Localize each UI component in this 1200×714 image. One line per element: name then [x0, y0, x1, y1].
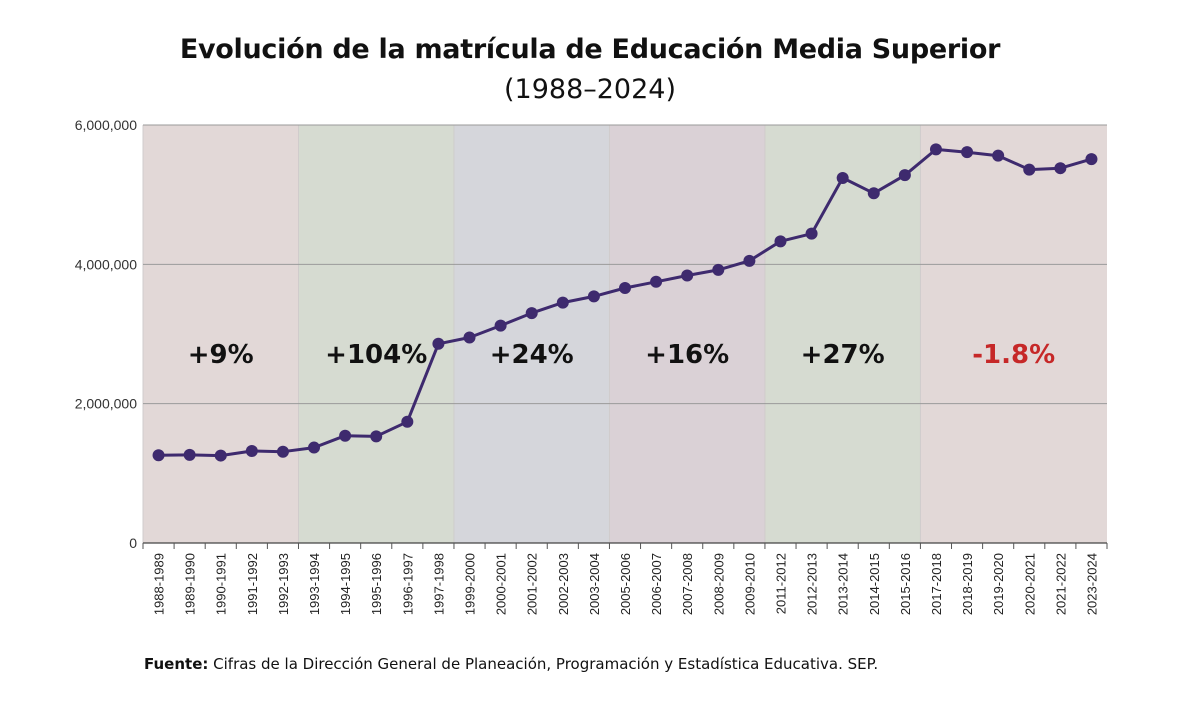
- data-point: [619, 282, 631, 295]
- data-point: [805, 227, 818, 240]
- x-tick-label: 2020-2021: [1022, 553, 1037, 615]
- data-point: [339, 429, 352, 442]
- x-tick-label: 2015-2016: [898, 553, 913, 615]
- x-tick-label: 1990-1991: [214, 553, 229, 615]
- period-band-6: [920, 125, 1107, 543]
- data-point: [587, 290, 600, 303]
- data-point: [774, 235, 787, 248]
- y-tick-label: 6,000,000: [75, 117, 137, 133]
- period-change-label: +27%: [801, 340, 885, 370]
- period-change-label: +104%: [325, 340, 427, 370]
- x-tick-label: 1991-1992: [245, 553, 260, 615]
- period-band-2: [298, 125, 454, 543]
- x-tick-label: 2013-2014: [836, 553, 851, 615]
- source-label: Fuente:: [144, 655, 209, 673]
- x-tick-label: 2008-2009: [711, 553, 726, 615]
- data-point: [929, 143, 942, 156]
- period-change-label: +16%: [645, 340, 729, 370]
- x-tick-label: 2002-2003: [556, 553, 571, 615]
- data-point: [650, 275, 663, 288]
- x-tick-label: 2012-2013: [805, 553, 820, 615]
- y-tick-label: 4,000,000: [75, 256, 137, 272]
- x-tick-label: 2005-2006: [618, 553, 633, 615]
- data-point: [401, 415, 414, 428]
- data-point: [898, 169, 911, 182]
- x-tick-label: 2017-2018: [929, 553, 944, 615]
- data-point: [1085, 153, 1098, 166]
- x-tick-label: 1988-1989: [152, 553, 167, 615]
- x-tick-label: 2018-2019: [960, 553, 975, 615]
- x-tick-label: 2003-2004: [587, 553, 602, 615]
- source-text: Cifras de la Dirección General de Planea…: [208, 655, 879, 673]
- x-tick-label: 2021-2022: [1053, 553, 1068, 615]
- data-point: [1023, 163, 1036, 176]
- data-point: [308, 441, 321, 454]
- data-point: [183, 448, 196, 461]
- y-tick-label: 0: [129, 535, 137, 551]
- x-tick-label: 2007-2008: [680, 553, 695, 615]
- data-point: [276, 445, 289, 458]
- x-tick-label: 2000-2001: [494, 553, 509, 615]
- data-point: [836, 171, 849, 184]
- period-change-label: +24%: [490, 340, 574, 370]
- x-tick-label: 1999-2000: [463, 553, 478, 615]
- period-band-4: [609, 125, 765, 543]
- data-point: [152, 449, 165, 462]
- data-point: [681, 269, 694, 282]
- period-change-label: -1.8%: [972, 340, 1055, 370]
- x-tick-label: 2011-2012: [773, 553, 788, 614]
- x-tick-label: 1996-1997: [400, 553, 415, 615]
- period-band-5: [764, 125, 921, 543]
- x-tick-label: 2023-2024: [1084, 553, 1099, 615]
- data-point: [712, 263, 725, 276]
- x-tick-label: 1993-1994: [307, 553, 322, 615]
- source-note: Fuente: Cifras de la Dirección General d…: [144, 655, 878, 673]
- data-point: [867, 187, 880, 200]
- x-tick-label: 1992-1993: [276, 553, 291, 615]
- period-change-label: +9%: [188, 340, 254, 370]
- chart-title: Evolución de la matrícula de Educación M…: [179, 34, 1001, 65]
- data-point: [556, 296, 569, 309]
- data-point: [743, 254, 756, 267]
- x-tick-label: 2014-2015: [867, 553, 882, 615]
- x-tick-label: 1995-1996: [369, 553, 384, 615]
- plot-background: [143, 125, 1107, 543]
- data-point: [245, 445, 258, 458]
- x-tick-label: 1994-1995: [338, 553, 353, 615]
- data-point: [525, 307, 538, 320]
- data-point: [992, 149, 1005, 162]
- x-tick-label: 2006-2007: [649, 553, 664, 615]
- data-point: [463, 331, 476, 344]
- x-tick-label: 2019-2020: [991, 553, 1006, 615]
- data-point: [214, 449, 227, 462]
- data-point: [494, 319, 507, 332]
- period-band-1: [143, 125, 299, 543]
- data-point: [370, 430, 383, 443]
- data-point: [432, 337, 445, 350]
- x-tick-label: 1989-1990: [183, 553, 198, 615]
- data-point: [1054, 162, 1067, 175]
- chart-subtitle: (1988–2024): [504, 74, 676, 105]
- x-tick-label: 2009-2010: [742, 553, 757, 615]
- x-tick-label: 2001-2002: [525, 553, 540, 615]
- x-tick-label: 1997-1998: [431, 553, 446, 615]
- y-tick-label: 2,000,000: [75, 396, 137, 412]
- data-point: [961, 146, 974, 159]
